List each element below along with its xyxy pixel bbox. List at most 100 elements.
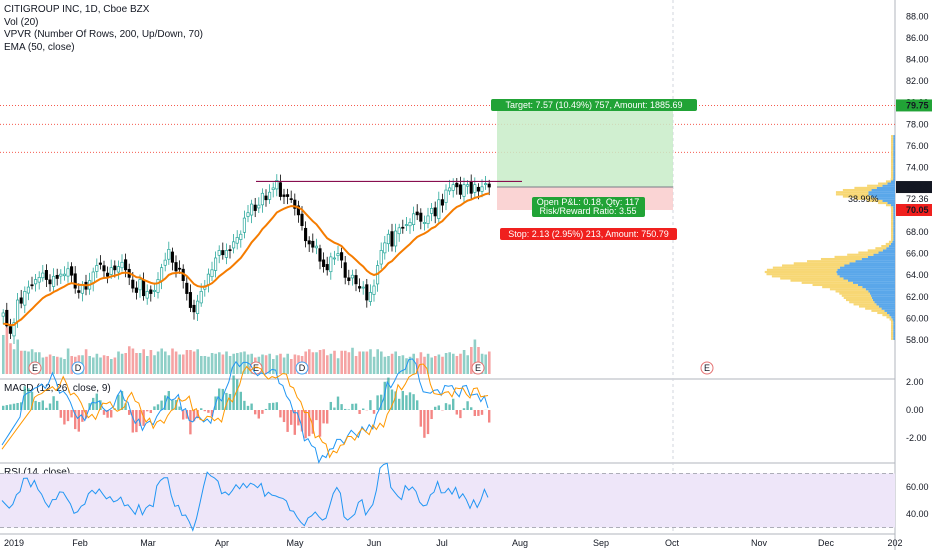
price-tick: 58.00 <box>906 335 929 345</box>
volume-bar <box>477 347 480 374</box>
rsi-band <box>0 473 895 528</box>
macd-histogram-bar <box>63 410 66 425</box>
macd-histogram-bar <box>315 410 318 421</box>
vpvr-bar-up <box>849 262 895 265</box>
volume-bar <box>167 355 171 374</box>
volume-bar <box>261 354 264 374</box>
vpvr-bar-down <box>891 238 894 241</box>
legend-ema[interactable]: EMA (50, close) <box>4 41 75 53</box>
vpvr-bar-up <box>882 184 895 187</box>
macd-histogram-bar <box>488 410 491 423</box>
macd-histogram-bar <box>2 405 5 410</box>
vpvr-bar-down <box>807 260 856 263</box>
vpvr-pct-label: 38.99% <box>848 194 879 204</box>
macd-histogram-bar <box>286 410 289 432</box>
macd-histogram-bar <box>128 410 131 415</box>
volume-bar <box>268 353 271 374</box>
volume-bar <box>308 349 311 374</box>
volume-bar <box>383 356 387 374</box>
vpvr-bar-down <box>891 326 894 330</box>
candle-body <box>37 277 41 283</box>
vpvr-bar-up <box>893 217 895 220</box>
candle-body <box>473 184 477 193</box>
macd-histogram-bar <box>340 404 343 410</box>
vpvr-bar-up <box>893 158 895 161</box>
vpvr-bar-down <box>835 290 869 293</box>
macd-histogram-bar <box>434 406 437 410</box>
volume-bar <box>52 356 55 374</box>
candle-body <box>455 182 459 188</box>
rsi-pane-label[interactable]: RSI (14, close) <box>4 467 71 478</box>
vpvr-bar-down <box>766 273 838 276</box>
macd-histogram-bar <box>16 403 19 410</box>
candle-body <box>1 312 5 317</box>
candle-body <box>282 194 286 197</box>
stop-label: Stop: 2.13 (2.95%) 213, Amount: 750.79 <box>508 229 669 239</box>
volume-bar <box>426 353 430 374</box>
vpvr-bar-down <box>766 268 838 271</box>
vpvr-bar-up <box>893 219 895 222</box>
vpvr-bar-down <box>801 281 853 284</box>
volume-bar <box>336 358 340 374</box>
macd-histogram-bar <box>279 410 282 418</box>
vpvr-bar-up <box>876 303 895 306</box>
volume-bar <box>322 349 325 374</box>
macd-histogram-bar <box>470 407 473 410</box>
volume-bar <box>117 351 120 374</box>
rr-label: Risk/Reward Ratio: 3.55 <box>539 206 636 216</box>
stop-label-box <box>500 228 677 240</box>
vpvr-bar-up <box>893 137 895 140</box>
candle-body <box>469 181 473 194</box>
vpvr-bar-down <box>793 262 850 265</box>
vpvr-bar-up <box>893 324 895 328</box>
macd-histogram-bar <box>272 402 275 410</box>
candle-body <box>214 257 218 271</box>
volume-bar <box>192 351 196 374</box>
vpvr-bar-up <box>871 188 895 192</box>
legend-volume[interactable]: Vol (20) <box>4 16 39 28</box>
vpvr-bar-down <box>886 316 892 319</box>
vpvr-bar-down <box>885 204 891 207</box>
macd-histogram-bar <box>311 410 314 434</box>
macd-histogram-bar <box>300 410 304 432</box>
candle-body <box>77 290 81 293</box>
volume-bar <box>189 350 192 374</box>
vpvr-bar-down <box>843 296 872 299</box>
vpvr-bar-down <box>841 294 872 297</box>
legend-symbol[interactable]: CITIGROUP INC, 1D, Cboe BZX <box>4 4 150 15</box>
macd-tick: 0.00 <box>906 405 924 415</box>
volume-bar <box>160 348 163 374</box>
volume-bar <box>178 354 181 374</box>
legend-vpvr[interactable]: VPVR (Number Of Rows, 200, Up/Down, 70) <box>4 29 203 40</box>
vpvr-bar-up <box>893 163 895 166</box>
vpvr-bar-up <box>893 152 895 155</box>
volume-bar <box>171 348 174 374</box>
volume-bar <box>218 352 221 374</box>
vpvr-bar-down <box>867 249 883 252</box>
vpvr-bar-down <box>865 307 882 310</box>
earnings-marker <box>28 361 42 375</box>
candle-body <box>268 191 272 200</box>
candle-body <box>404 224 408 226</box>
candle-body <box>458 184 462 195</box>
macd-histogram-bar <box>354 403 358 410</box>
macd-histogram-bar <box>423 410 426 438</box>
macd-histogram-bar <box>189 410 192 435</box>
chart-legend: CITIGROUP INC, 1D, Cboe BZX Vol (20) VPV… <box>4 4 203 54</box>
candle-body <box>433 207 437 217</box>
candle-body <box>437 199 441 219</box>
volume-bar <box>416 358 419 374</box>
macd-histogram-bar <box>185 410 188 419</box>
volume-bar <box>88 356 91 374</box>
volume-bar <box>452 353 455 374</box>
volume-bar <box>138 353 142 374</box>
vpvr-bar-up <box>868 290 895 293</box>
earnings-marker <box>471 361 485 375</box>
macd-tick: 2.00 <box>906 377 924 387</box>
vpvr-bar-down <box>891 229 894 233</box>
volume-bar <box>156 351 160 374</box>
vpvr-bar-up <box>893 145 895 149</box>
macd-histogram-bar <box>466 401 469 410</box>
volume-bar <box>20 350 23 374</box>
